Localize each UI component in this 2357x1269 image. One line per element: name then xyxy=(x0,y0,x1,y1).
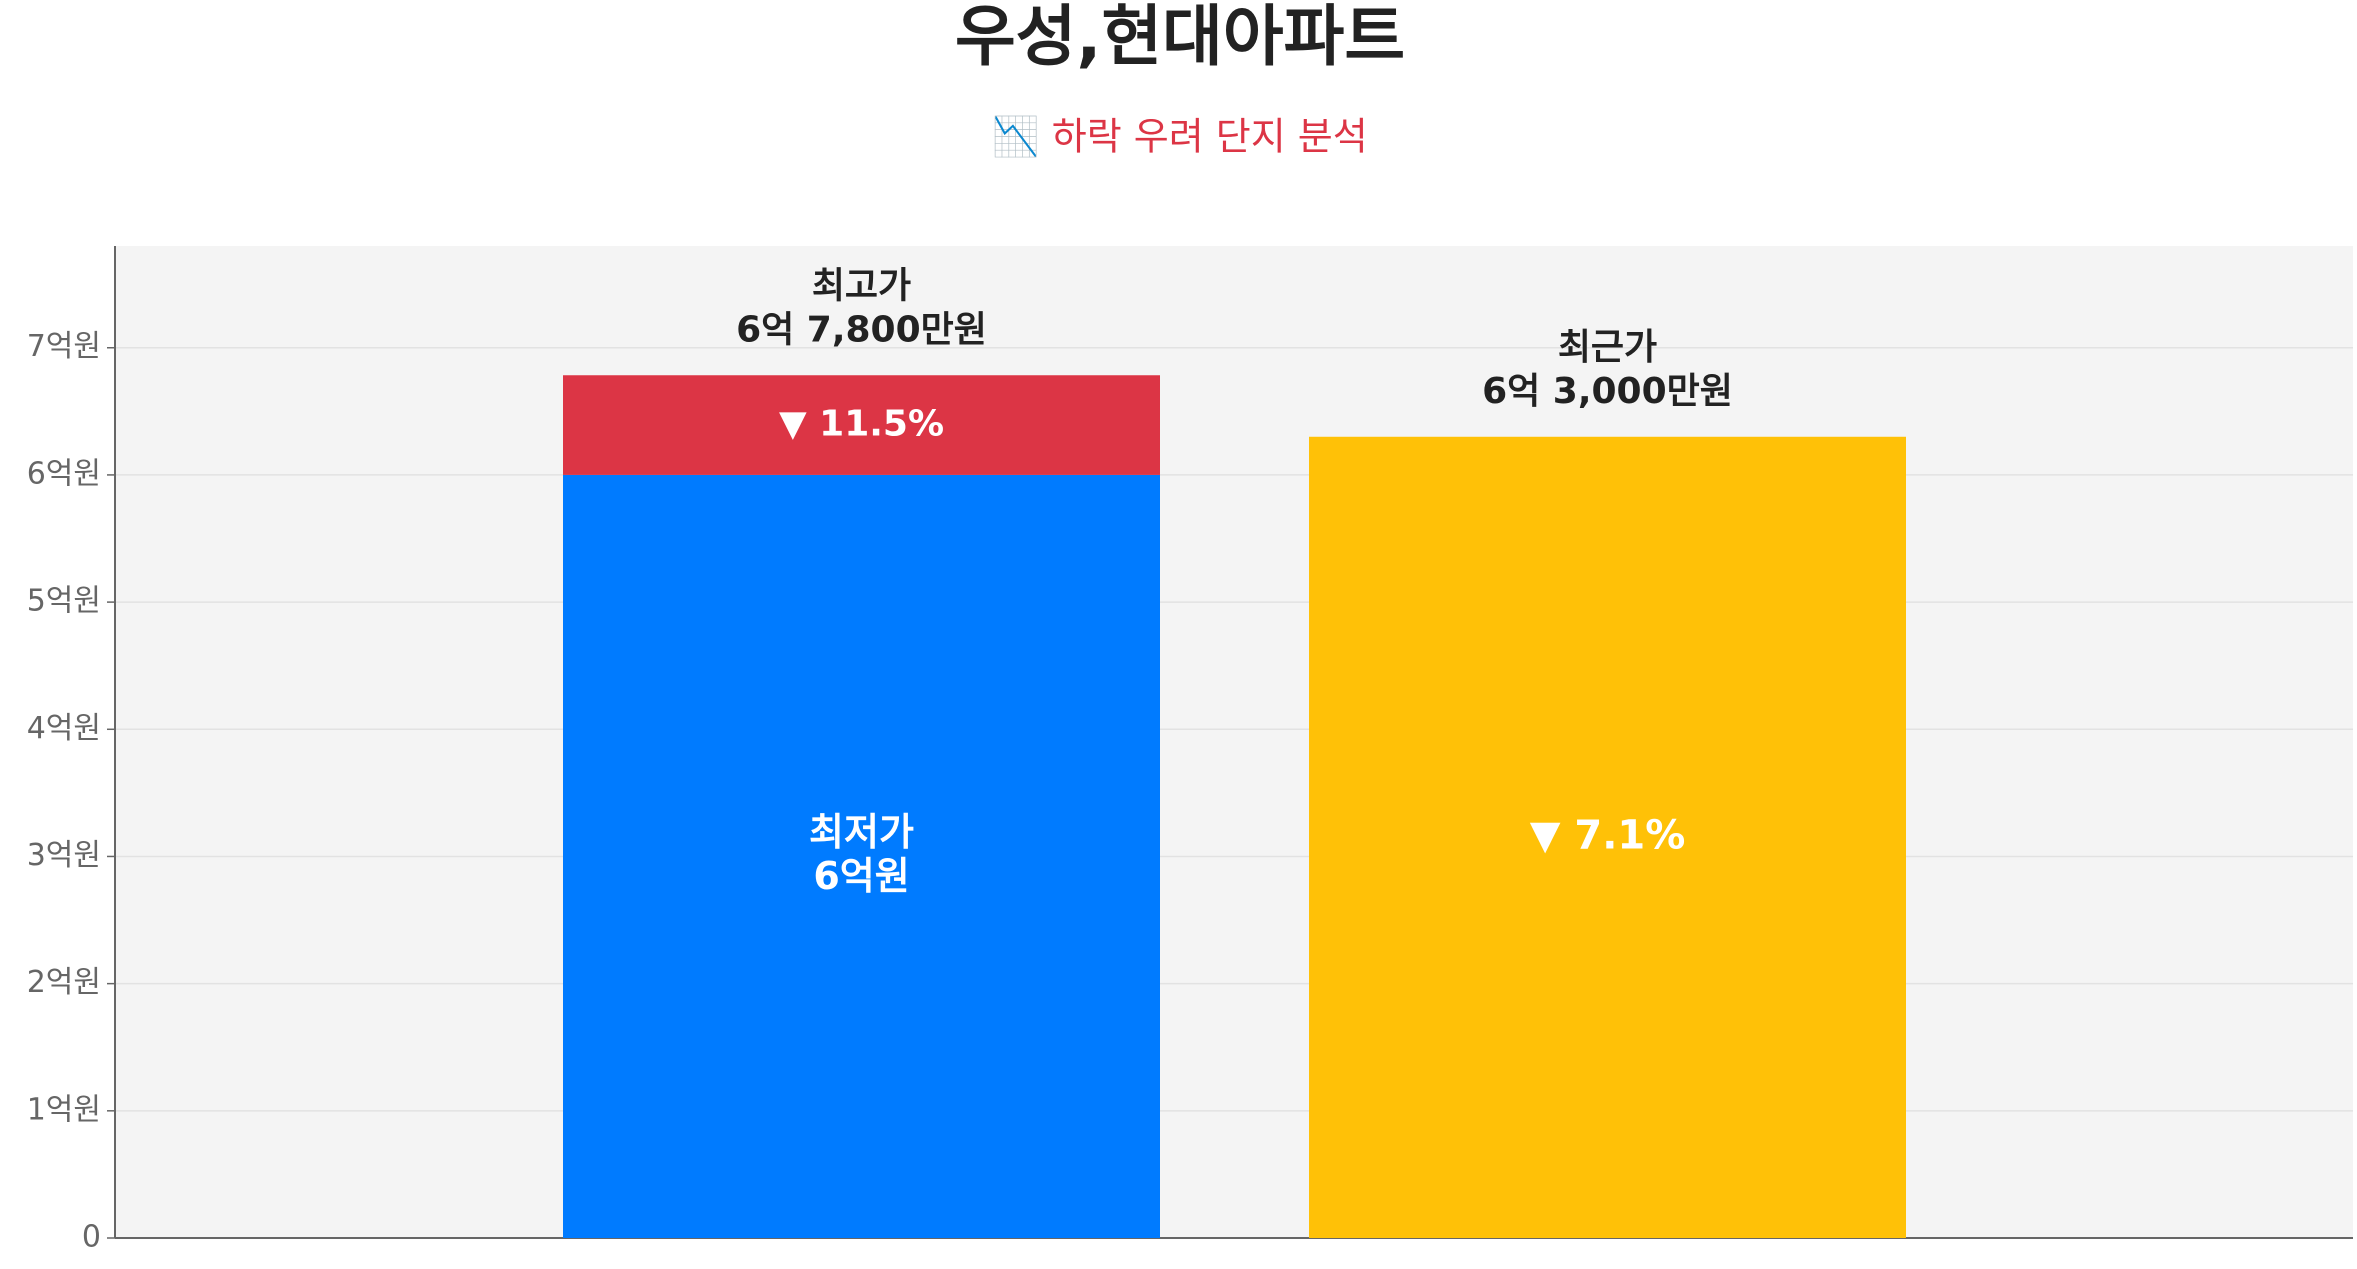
high-value-label: 6억 7,800만원 xyxy=(736,310,987,351)
y-tick-label: 6억원 xyxy=(27,456,101,491)
low-name: 최저가 xyxy=(809,810,914,854)
low-value-label: 6억원 xyxy=(813,854,909,898)
y-tick-label: 5억원 xyxy=(27,584,101,619)
y-tick-label: 0 xyxy=(82,1220,101,1255)
high-name: 최고가 xyxy=(812,266,911,307)
y-tick-label: 1억원 xyxy=(27,1092,101,1127)
chart-subtitle: 📉 하락 우려 단지 분석 xyxy=(992,115,1367,159)
recent-name: 최근가 xyxy=(1558,327,1657,368)
recent-value-label: 6억 3,000만원 xyxy=(1482,371,1733,412)
bar-recent xyxy=(1309,436,1906,1238)
chart-title: 우성,현대아파트 xyxy=(955,0,1405,75)
y-tick-label: 2억원 xyxy=(27,965,101,1000)
bar-low xyxy=(563,474,1160,1238)
bar-drop xyxy=(563,375,1160,475)
y-tick-label: 7억원 xyxy=(27,329,101,364)
drop-label: ▼ 11.5% xyxy=(779,403,944,444)
y-tick-label: 4억원 xyxy=(27,711,101,746)
recent-change-label: ▼ 7.1% xyxy=(1530,812,1686,858)
plot-background xyxy=(115,246,2353,1238)
y-tick-label: 3억원 xyxy=(27,838,101,873)
